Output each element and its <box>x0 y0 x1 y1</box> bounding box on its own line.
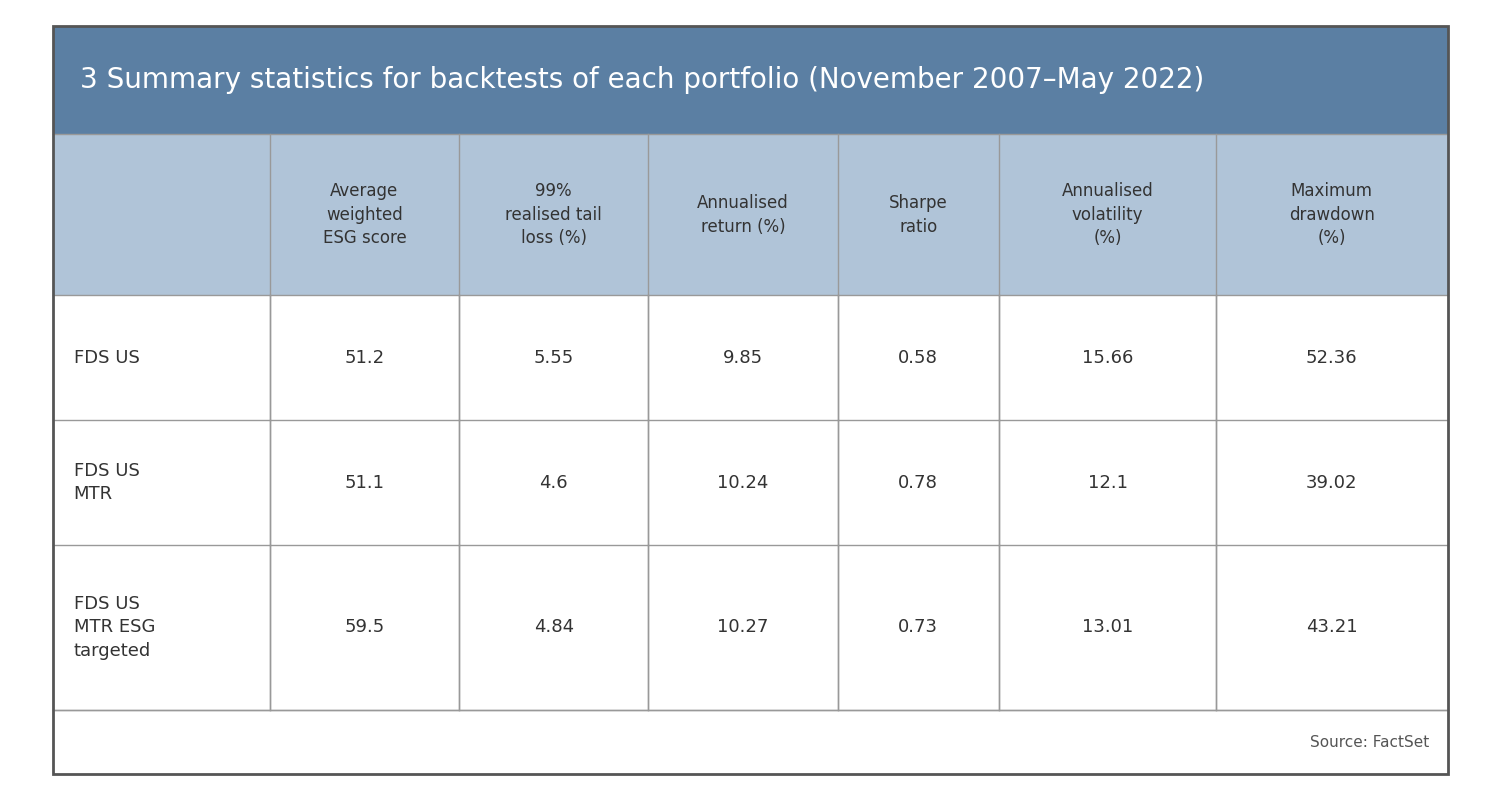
Text: 99%
realised tail
loss (%): 99% realised tail loss (%) <box>506 182 602 247</box>
Text: 0.78: 0.78 <box>898 474 938 491</box>
Text: 15.66: 15.66 <box>1082 349 1132 366</box>
Text: 13.01: 13.01 <box>1082 618 1132 637</box>
Text: FDS US: FDS US <box>74 349 140 366</box>
Text: 51.2: 51.2 <box>345 349 384 366</box>
Text: FDS US
MTR ESG
targeted: FDS US MTR ESG targeted <box>74 595 154 660</box>
Text: 10.24: 10.24 <box>717 474 768 491</box>
Text: 9.85: 9.85 <box>723 349 764 366</box>
Text: 4.84: 4.84 <box>534 618 574 637</box>
Text: Average
weighted
ESG score: Average weighted ESG score <box>322 182 406 247</box>
Text: 51.1: 51.1 <box>345 474 384 491</box>
Text: 59.5: 59.5 <box>345 618 384 637</box>
Bar <box>53 545 1448 710</box>
Text: Sharpe
ratio: Sharpe ratio <box>890 194 948 236</box>
Text: 5.55: 5.55 <box>534 349 574 366</box>
Bar <box>53 710 1448 774</box>
Text: 43.21: 43.21 <box>1306 618 1358 637</box>
Text: 52.36: 52.36 <box>1306 349 1358 366</box>
Text: 4.6: 4.6 <box>540 474 568 491</box>
Text: 10.27: 10.27 <box>717 618 768 637</box>
Text: 39.02: 39.02 <box>1306 474 1358 491</box>
Text: Maximum
drawdown
(%): Maximum drawdown (%) <box>1288 182 1376 247</box>
Bar <box>53 26 1448 134</box>
Text: Annualised
volatility
(%): Annualised volatility (%) <box>1062 182 1154 247</box>
Text: 0.58: 0.58 <box>898 349 938 366</box>
Text: Source: FactSet: Source: FactSet <box>1311 734 1430 750</box>
Text: 3 Summary statistics for backtests of each portfolio (November 2007–May 2022): 3 Summary statistics for backtests of ea… <box>80 66 1203 94</box>
Bar <box>53 295 1448 420</box>
Text: Annualised
return (%): Annualised return (%) <box>698 194 789 236</box>
Bar <box>53 420 1448 545</box>
Bar <box>53 134 1448 295</box>
Text: 12.1: 12.1 <box>1088 474 1128 491</box>
Text: 0.73: 0.73 <box>898 618 938 637</box>
Text: FDS US
MTR: FDS US MTR <box>74 462 140 503</box>
